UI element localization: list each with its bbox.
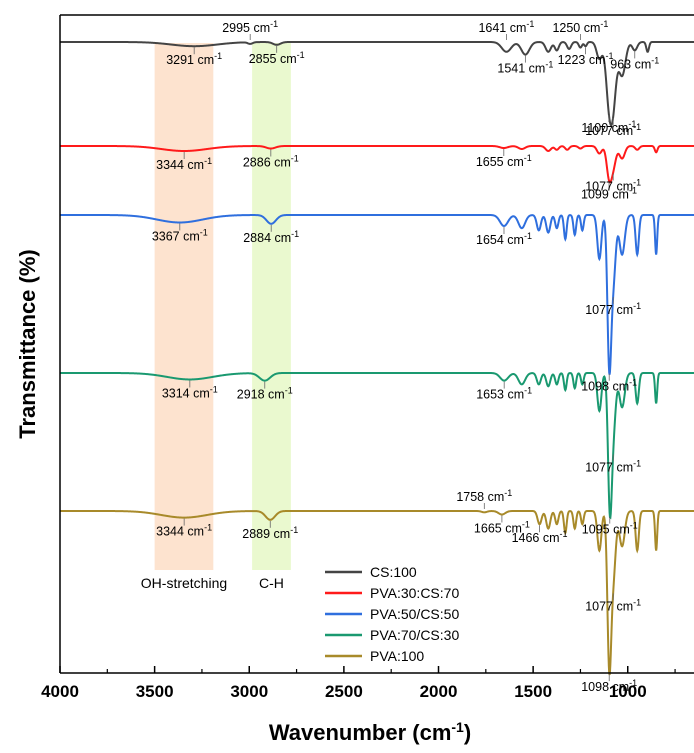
legend-label-1: PVA:30:CS:70 [370, 585, 459, 601]
legend-label-4: PVA:100 [370, 648, 424, 664]
peak-annotation: 1095 cm-1 [582, 516, 638, 537]
series-line-0 [60, 41, 694, 127]
x-axis-title: Wavenumber (cm-1) [269, 719, 471, 745]
peak-annotation: 1653 cm-1 [476, 381, 532, 402]
peak-label: 3314 cm-1 [162, 384, 218, 400]
peak-label: 2995 cm-1 [222, 19, 278, 35]
peak-annotation: 1250 cm-1 [552, 19, 608, 40]
peak-label: 1099 cm-1 [581, 186, 637, 202]
peak-annotation: 3291 cm-1 [166, 47, 222, 67]
region-label-1: C-H [259, 575, 284, 591]
peak-label: 1098 cm-1 [581, 378, 637, 394]
peak-label: 3291 cm-1 [166, 51, 222, 67]
peak-label: 1655 cm-1 [476, 153, 532, 169]
peak-annotation: 1100 cm-1 [581, 115, 636, 135]
x-tick-label-1000: 1000 [609, 682, 647, 701]
peak-annotation: 1655 cm-1 [476, 149, 532, 169]
peak-annotation: 1098 cm-1 [581, 373, 637, 394]
peak-annotation: 3344 cm-1 [156, 518, 212, 539]
peak-label: 1077 cm-1 [585, 178, 641, 194]
peak-label: 2889 cm-1 [242, 525, 298, 541]
peak-label: 1077 cm-1 [585, 597, 641, 613]
peak-label: 1250 cm-1 [552, 19, 608, 35]
peak-annotation: 2918 cm-1 [237, 381, 293, 402]
x-tick-label-2500: 2500 [325, 682, 363, 701]
peak-annotation: 3367 cm-1 [152, 223, 208, 243]
peak-label: 2884 cm-1 [243, 229, 299, 245]
legend-label-2: PVA:50/CS:50 [370, 606, 459, 622]
peak-label: 1223 cm-1 [558, 51, 614, 67]
peak-label: 1098 cm-1 [581, 678, 637, 694]
peak-label: 1077 cm-1 [585, 458, 641, 474]
legend: CS:100 PVA:30:CS:70 PVA:50/CS:50 PVA:70/CS:… [325, 564, 459, 664]
peak-label: 1100 cm-1 [581, 119, 636, 135]
peak-label: 3344 cm-1 [156, 523, 212, 539]
peak-annotation: 1466 cm-1 [512, 525, 568, 545]
peak-annotation: 1077 cm-1 [585, 173, 641, 194]
peak-annotation: 1641 cm-1 [478, 19, 534, 40]
peak-annotation: 2995 cm-1 [222, 19, 278, 40]
peak-annotation: 1077 cm-1 [585, 117, 641, 138]
peak-annotation: 1099 cm-1 [581, 181, 637, 202]
legend-label-0: CS:100 [370, 564, 417, 580]
peak-label: 1665 cm-1 [474, 520, 530, 536]
region-labels: OH-stretching C-H [141, 575, 284, 591]
peak-annotation: 1223 cm-1 [558, 47, 614, 67]
peak-annotation: 1077 cm-1 [585, 296, 641, 317]
peak-label: 1077 cm-1 [585, 301, 641, 317]
peak-annotation: 3344 cm-1 [156, 152, 212, 172]
peak-label: 963 cm-1 [610, 55, 659, 71]
peak-label: 1541 cm-1 [497, 60, 553, 76]
peak-label: 1758 cm-1 [456, 488, 512, 504]
region-c-h [252, 43, 291, 570]
peak-annotation: 963 cm-1 [610, 51, 659, 71]
peak-annotation: 1098 cm-1 [581, 674, 637, 694]
x-tick-label-2000: 2000 [420, 682, 458, 701]
y-axis-title: Transmittance (%) [15, 249, 40, 439]
series-line-4 [60, 510, 694, 676]
peak-label: 3344 cm-1 [156, 156, 212, 172]
peak-label: 2918 cm-1 [237, 386, 293, 402]
peak-label: 2886 cm-1 [243, 154, 299, 170]
peak-annotation: 1077 cm-1 [585, 593, 641, 613]
region-label-0: OH-stretching [141, 575, 227, 591]
spectra-lines [60, 41, 694, 676]
peak-label: 1654 cm-1 [476, 231, 532, 247]
x-tick-label-3500: 3500 [136, 682, 174, 701]
peak-annotation: 1665 cm-1 [474, 515, 530, 536]
peak-label: 2855 cm-1 [249, 50, 305, 66]
peak-annotation: 2884 cm-1 [243, 224, 299, 245]
peak-label: 1641 cm-1 [478, 19, 534, 35]
peak-annotation: 2855 cm-1 [249, 45, 305, 66]
peak-label: 1653 cm-1 [476, 386, 532, 402]
peak-annotation: 3314 cm-1 [162, 380, 218, 400]
peak-annotation: 1541 cm-1 [497, 55, 553, 76]
peak-label: 3367 cm-1 [152, 227, 208, 243]
series-line-3 [60, 372, 694, 520]
region-oh-stretching [154, 43, 214, 570]
legend-label-3: PVA:70/CS:30 [370, 627, 459, 643]
series-line-1 [60, 145, 694, 184]
axes: 4000 3500 3000 2500 2000 1500 1000 [41, 14, 694, 701]
x-tick-label-1500: 1500 [514, 682, 552, 701]
peak-label: 1077 cm-1 [585, 122, 641, 138]
peak-annotation: 1758 cm-1 [456, 488, 512, 509]
series-line-2 [60, 214, 694, 375]
x-ticks: 4000 3500 3000 2500 2000 1500 1000 [41, 666, 676, 701]
peak-annotation: 1077 cm-1 [585, 454, 641, 474]
peak-label: 1095 cm-1 [582, 521, 638, 537]
peak-annotation: 2886 cm-1 [243, 149, 299, 170]
x-tick-label-3000: 3000 [230, 682, 268, 701]
peak-label: 1466 cm-1 [512, 529, 568, 545]
peak-annotation: 2889 cm-1 [242, 520, 298, 541]
highlight-regions [154, 43, 291, 570]
x-tick-label-4000: 4000 [41, 682, 79, 701]
peak-annotation: 1654 cm-1 [476, 227, 532, 247]
